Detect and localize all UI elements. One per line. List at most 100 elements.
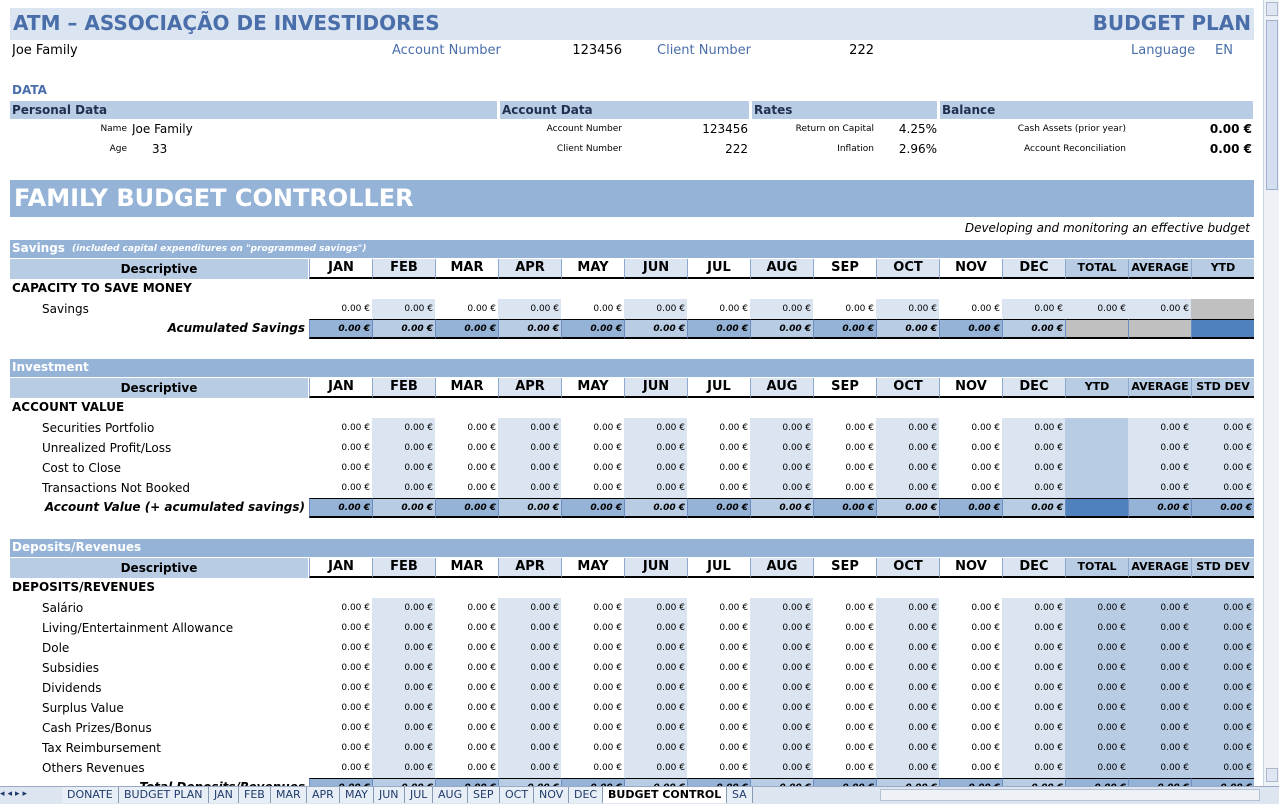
value-cell: 0.00 € [498, 738, 561, 758]
value-cell: 0.00 € [1191, 718, 1254, 738]
total-cell: 0.00 € [813, 319, 876, 339]
value-cell: 0.00 € [1002, 658, 1065, 678]
value-cell: 0.00 € [813, 718, 876, 738]
total-cell: 0.00 € [876, 498, 939, 518]
sheet-tab[interactable]: NOV [534, 787, 570, 803]
value-cell: 0.00 € [1002, 758, 1065, 778]
scroll-thumb[interactable] [1266, 20, 1278, 190]
value-cell: 0.00 € [435, 618, 498, 638]
sheet-tab[interactable]: BUDGET CONTROL [603, 787, 728, 803]
column-header: JAN [309, 378, 372, 398]
sheet-tab[interactable]: MAR [271, 787, 307, 803]
client-number-label: Client Number [657, 43, 751, 58]
column-header: JUL [687, 378, 750, 398]
value-cell: 0.00 € [498, 299, 561, 319]
row-label: Unrealized Profit/Loss [42, 441, 172, 455]
value-cell: 0.00 € [939, 299, 1002, 319]
value-cell: 0.00 € [309, 698, 372, 718]
sheet-tab[interactable]: APR [307, 787, 340, 803]
value-cell: 0.00 € [435, 438, 498, 458]
total-cell: 0.00 € [876, 319, 939, 339]
total-label: Account Value (+ acumulated savings) [44, 500, 305, 514]
value-cell: 0.00 € [750, 438, 813, 458]
sheet-tab[interactable]: SA [727, 787, 753, 803]
value-cell: 0.00 € [498, 758, 561, 778]
scroll-up[interactable] [1266, 2, 1278, 16]
value-cell: 0.00 € [561, 598, 624, 618]
scroll-down[interactable] [1266, 768, 1278, 782]
value-cell: 0.00 € [561, 458, 624, 478]
total-cell: 0.00 € [939, 778, 1002, 786]
value-cell: 0.00 € [1191, 598, 1254, 618]
value-cell: 0.00 € [1002, 618, 1065, 638]
column-header: SEP [813, 259, 876, 279]
value-cell: 0.00 € [435, 478, 498, 498]
value-cell: 0.00 € [750, 738, 813, 758]
value-cell: 0.00 € [939, 598, 1002, 618]
value-cell: 0.00 € [624, 418, 687, 438]
value-cell: 0.00 € [309, 299, 372, 319]
tab-navigation[interactable]: ◂◂▸▸ [0, 789, 31, 799]
horizontal-scrollbar[interactable] [880, 789, 1260, 801]
descriptive-header: Descriptive [10, 378, 308, 398]
value-cell: 0.00 € [1002, 678, 1065, 698]
total-cell: 0.00 € [561, 778, 624, 786]
value-cell: 0.00 € [561, 638, 624, 658]
column-header: FEB [372, 558, 435, 578]
total-cell: 0.00 € [435, 319, 498, 339]
value-cell: 0.00 € [1128, 299, 1191, 319]
total-cell [1191, 319, 1254, 339]
value-cell: 0.00 € [1065, 299, 1128, 319]
total-cell: 0.00 € [372, 498, 435, 518]
value-cell: 0.00 € [498, 418, 561, 438]
value-cell: 0.00 € [435, 658, 498, 678]
sheet-tab[interactable]: JUL [405, 787, 434, 803]
sheet-tab[interactable]: FEB [239, 787, 271, 803]
value-cell: 0.00 € [1065, 718, 1128, 738]
group-label: ACCOUNT VALUE [12, 400, 125, 414]
row-label: Transactions Not Booked [42, 481, 190, 495]
sheet-tab[interactable]: DEC [569, 787, 604, 803]
value-cell: 0.00 € [498, 658, 561, 678]
field-label: Return on Capital [795, 124, 874, 134]
total-cell: 0.00 € [372, 319, 435, 339]
sheet-tab[interactable]: MAY [340, 787, 374, 803]
value-cell: 0.00 € [1065, 738, 1128, 758]
value-cell: 0.00 € [687, 698, 750, 718]
total-cell: 0.00 € [1002, 498, 1065, 518]
sheet-tab[interactable]: JAN [209, 787, 239, 803]
value-cell: 0.00 € [750, 478, 813, 498]
value-cell: 0.00 € [561, 478, 624, 498]
column-header: JUN [624, 558, 687, 578]
column-header: JAN [309, 558, 372, 578]
total-cell: 0.00 € [687, 778, 750, 786]
vertical-scrollbar[interactable] [1263, 0, 1279, 786]
total-cell: 0.00 € [876, 778, 939, 786]
sheet-tab[interactable]: SEP [468, 787, 500, 803]
value-cell: 0.00 € [1002, 418, 1065, 438]
sheet-tab[interactable]: JUN [374, 787, 405, 803]
value-cell: 0.00 € [813, 678, 876, 698]
sheet-tab[interactable]: DONATE [62, 787, 119, 803]
column-header: JUL [687, 259, 750, 279]
section-title: Savings [12, 241, 65, 255]
value-cell: 0.00 € [372, 718, 435, 738]
value-cell: 0.00 € [687, 458, 750, 478]
sheet-tab[interactable]: BUDGET PLAN [119, 787, 209, 803]
total-cell: 0.00 € [561, 319, 624, 339]
value-cell: 0.00 € [939, 758, 1002, 778]
value-cell: 0.00 € [813, 618, 876, 638]
value-cell: 0.00 € [624, 478, 687, 498]
value-cell: 0.00 € [750, 458, 813, 478]
sheet-tab[interactable]: AUG [433, 787, 469, 803]
value-cell: 0.00 € [624, 698, 687, 718]
field-label: Cash Assets (prior year) [1017, 124, 1126, 134]
value-cell: 0.00 € [750, 299, 813, 319]
column-header: AUG [750, 378, 813, 398]
column-header: OCT [876, 378, 939, 398]
language[interactable]: EN [1215, 43, 1233, 58]
value-cell: 0.00 € [687, 758, 750, 778]
value-cell: 0.00 € [687, 598, 750, 618]
sheet-tab[interactable]: OCT [500, 787, 535, 803]
value-cell: 0.00 € [1065, 638, 1128, 658]
